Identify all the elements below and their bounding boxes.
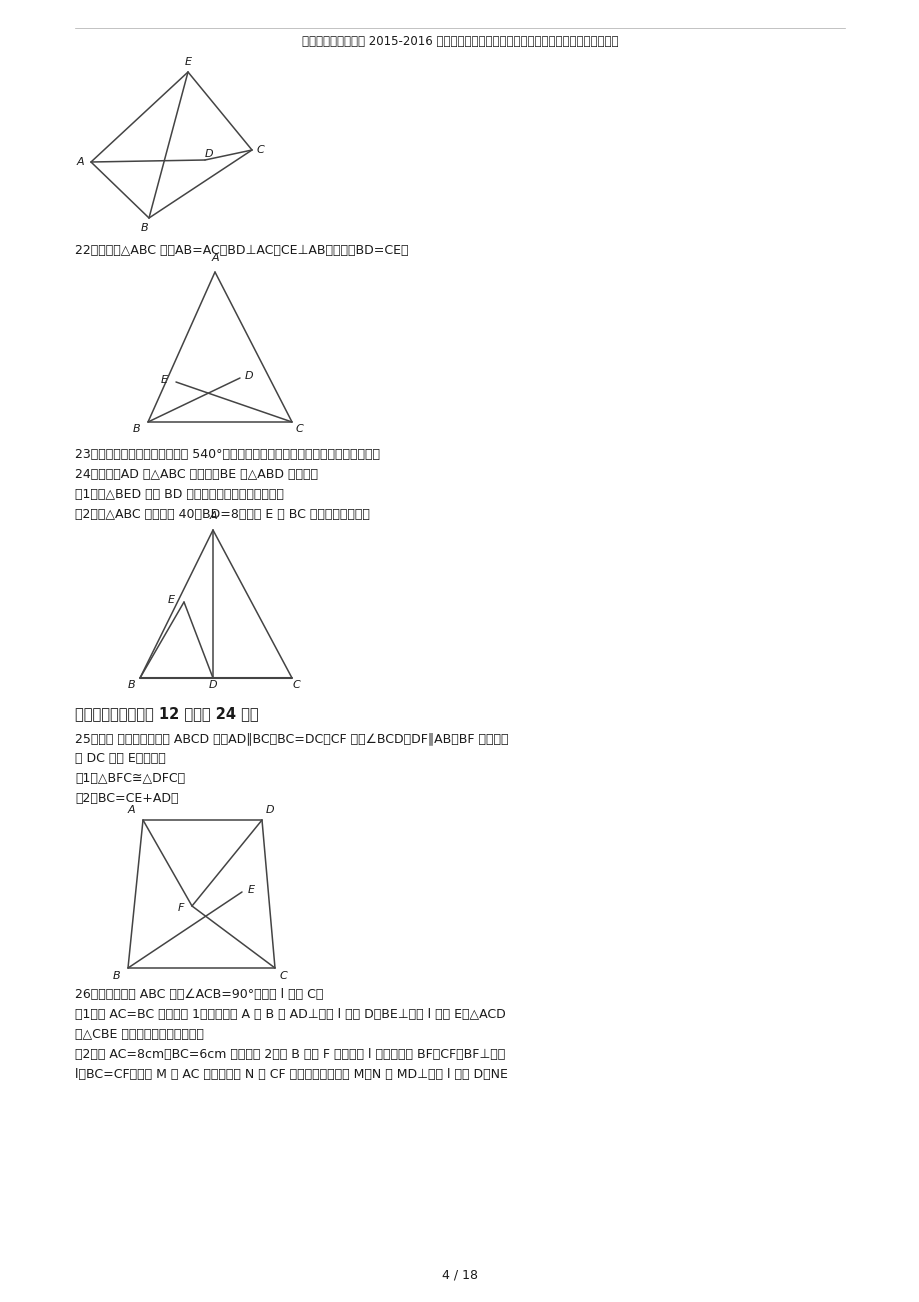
Text: B: B — [112, 971, 119, 980]
Text: C: C — [255, 145, 264, 155]
Text: （2）当 AC=8cm，BC=6cm 时，如图 2，点 B 与点 F 关于直线 l 对称，连接 BF、CF（BF⊥直线: （2）当 AC=8cm，BC=6cm 时，如图 2，点 B 与点 F 关于直线 … — [75, 1048, 505, 1061]
Text: 25．已知 如图，在四边形 ABCD 中，AD∥BC，BC=DC，CF 平分∠BCD，DF∥AB，BF 的延长线: 25．已知 如图，在四边形 ABCD 中，AD∥BC，BC=DC，CF 平分∠B… — [75, 732, 508, 745]
Text: B: B — [141, 223, 149, 233]
Text: D: D — [209, 680, 217, 690]
Text: E: E — [185, 57, 191, 66]
Text: 22．如图，△ABC 中，AB=AC，BD⊥AC，CE⊥AB．求证：BD=CE．: 22．如图，△ABC 中，AB=AC，BD⊥AC，CE⊥AB．求证：BD=CE． — [75, 243, 408, 256]
Text: C: C — [296, 424, 303, 434]
Text: B: B — [132, 424, 140, 434]
Text: 24．如图，AD 是△ABC 的中线，BE 是△ABD 的中线．: 24．如图，AD 是△ABC 的中线，BE 是△ABD 的中线． — [75, 467, 318, 480]
Text: A: A — [211, 253, 219, 263]
Text: E: E — [161, 375, 168, 385]
Text: A: A — [209, 510, 217, 521]
Text: （1）当 AC=BC 时，如图 1，分别过点 A 和 B 作 AD⊥直线 l 于点 D，BE⊥直线 l 于点 E．△ACD: （1）当 AC=BC 时，如图 1，分别过点 A 和 B 作 AD⊥直线 l 于… — [75, 1008, 505, 1021]
Text: 4 / 18: 4 / 18 — [441, 1268, 478, 1281]
Text: C: C — [292, 680, 300, 690]
Text: （1）△BFC≅△DFC；: （1）△BFC≅△DFC； — [75, 772, 185, 785]
Text: E: E — [168, 595, 175, 605]
Text: 26．直角三角形 ABC 中，∠ACB=90°，直线 l 过点 C．: 26．直角三角形 ABC 中，∠ACB=90°，直线 l 过点 C． — [75, 988, 323, 1001]
Text: F: F — [177, 904, 184, 913]
Text: A: A — [127, 805, 135, 815]
Text: D: D — [204, 148, 213, 159]
Text: 交 DC 于点 E．求证：: 交 DC 于点 E．求证： — [75, 753, 165, 766]
Text: D: D — [266, 805, 275, 815]
Text: 23．请证明：五边形的内角和为 540°．（要求：画出图形，写出已知，求证，证明）: 23．请证明：五边形的内角和为 540°．（要求：画出图形，写出已知，求证，证明… — [75, 448, 380, 461]
Text: C: C — [279, 971, 288, 980]
Text: 重庆市江津实验中学 2015-2016 学年八年级数学上学期第一次段考试卷（含解析）新人教版: 重庆市江津实验中学 2015-2016 学年八年级数学上学期第一次段考试卷（含解… — [301, 35, 618, 48]
Text: D: D — [244, 371, 254, 381]
Text: （1）在△BED 中作 BD 边上的高．（图上保留痕迹）: （1）在△BED 中作 BD 边上的高．（图上保留痕迹） — [75, 488, 284, 501]
Text: 与△CBE 是否全等，并说明理由；: 与△CBE 是否全等，并说明理由； — [75, 1029, 204, 1042]
Text: E: E — [248, 885, 255, 894]
Text: 五、解答题（每小题 12 分，共 24 分）: 五、解答题（每小题 12 分，共 24 分） — [75, 706, 258, 721]
Text: B: B — [128, 680, 136, 690]
Text: （2）BC=CE+AD．: （2）BC=CE+AD． — [75, 792, 178, 805]
Text: （2）若△ABC 的面积为 40，BD=8，则点 E 到 BC 边的距离为多少？: （2）若△ABC 的面积为 40，BD=8，则点 E 到 BC 边的距离为多少？ — [75, 508, 369, 521]
Text: l，BC=CF）．点 M 是 AC 上一点，点 N 是 CF 上一点，分别过点 M、N 作 MD⊥直线 l 于点 D，NE: l，BC=CF）．点 M 是 AC 上一点，点 N 是 CF 上一点，分别过点 … — [75, 1068, 507, 1081]
Text: A: A — [76, 158, 84, 167]
